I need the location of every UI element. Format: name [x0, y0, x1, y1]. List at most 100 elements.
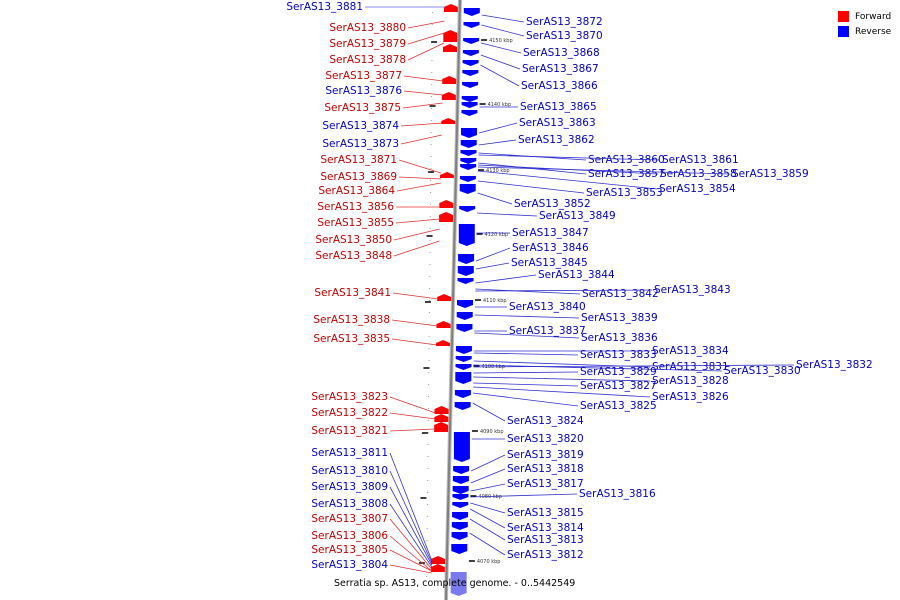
forward-gene-arrow — [434, 406, 449, 414]
guide-dot — [431, 96, 433, 97]
strand-legend: Forward Reverse — [838, 9, 891, 39]
guide-dot — [426, 504, 428, 505]
reverse-gene-label: SerAS13_3862 — [518, 134, 595, 146]
reverse-gene-label: SerAS13_3844 — [538, 269, 615, 281]
reverse-gene-label: SerAS13_3858 — [660, 168, 737, 180]
forward-gene-arrow — [442, 44, 457, 52]
reverse-gene-leader — [477, 180, 585, 194]
reverse-gene-leader — [481, 14, 525, 23]
reverse-gene-leader — [473, 376, 651, 382]
guide-dot — [427, 492, 429, 493]
reverse-gene-leader — [470, 502, 506, 514]
forward-gene-leader — [391, 319, 438, 327]
forward-gene-arrow — [441, 92, 456, 100]
reverse-gene-label: SerAS13_3826 — [652, 391, 729, 403]
reverse-gene-label: SerAS13_3857 — [588, 168, 665, 180]
forward-gene-label: SerAS13_3877 — [325, 70, 402, 82]
reverse-gene-leader — [473, 364, 723, 372]
reverse-gene-arrow — [452, 512, 469, 520]
guide-dot — [429, 204, 431, 205]
guide-dot — [431, 12, 433, 13]
reverse-gene-arrow — [460, 150, 477, 156]
guide-dot — [428, 336, 430, 337]
guide-dot — [427, 444, 429, 445]
guide-dot — [431, 72, 433, 73]
forward-gene-arrow — [430, 564, 445, 572]
forward-gene-arrow — [431, 556, 446, 564]
reverse-gene-arrow — [457, 300, 473, 308]
scale-tick-label: 4080 kbp — [478, 494, 502, 500]
forward-gene-arrow — [436, 321, 451, 328]
forward-gene-leader — [389, 549, 432, 572]
reverse-gene-leader — [470, 483, 506, 492]
reverse-gene-label: SerAS13_3816 — [579, 488, 656, 500]
guide-dot — [430, 108, 432, 109]
reverse-gene-arrow — [456, 324, 473, 332]
reverse-gene-arrow — [452, 502, 469, 508]
forward-gene-label: SerAS13_3871 — [320, 154, 397, 166]
forward-gene-label: SerAS13_3873 — [322, 138, 399, 150]
reverse-gene-leader — [478, 170, 658, 190]
reverse-gene-label: SerAS13_3837 — [509, 325, 586, 337]
reverse-gene-leader — [480, 42, 522, 54]
reverse-gene-leader — [469, 518, 506, 541]
scale-tick-label: 4110 kbp — [483, 298, 507, 304]
reverse-gene-label: SerAS13_3827 — [580, 380, 657, 392]
reverse-gene-leader — [481, 24, 525, 37]
guide-dot — [430, 180, 432, 181]
guide-dot — [426, 540, 428, 541]
forward-gene-label: SerAS13_3806 — [311, 530, 388, 542]
reverse-gene-arrow — [461, 102, 478, 108]
forward-gene-leader — [389, 486, 433, 566]
reverse-gene-label: SerAS13_3843 — [654, 284, 731, 296]
reverse-gene-label: SerAS13_3866 — [521, 80, 598, 92]
guide-dot — [431, 24, 433, 25]
forward-gene-label: SerAS13_3811 — [311, 447, 388, 459]
guide-dot — [429, 276, 431, 277]
forward-gene-label: SerAS13_3874 — [322, 120, 399, 132]
reverse-gene-label: SerAS13_3832 — [796, 359, 873, 371]
reverse-gene-label: SerAS13_3840 — [509, 301, 586, 313]
forward-gene-leader — [389, 518, 433, 570]
forward-gene-label: SerAS13_3869 — [320, 171, 397, 183]
forward-gene-label: SerAS13_3810 — [311, 465, 388, 477]
reverse-gene-arrow — [451, 532, 468, 540]
reverse-gene-arrow — [452, 486, 469, 494]
forward-gene-leader — [398, 176, 441, 180]
reverse-gene-leader — [473, 371, 579, 374]
forward-gene-label: SerAS13_3876 — [325, 85, 402, 97]
guide-dot — [426, 528, 428, 529]
forward-gene-label: SerAS13_3880 — [329, 22, 406, 34]
forward-gene-leader — [393, 228, 440, 241]
reverse-gene-label: SerAS13_3872 — [526, 16, 603, 28]
reverse-gene-leader — [470, 454, 506, 472]
reverse-gene-arrow — [453, 466, 470, 474]
reverse-gene-arrow — [458, 254, 475, 264]
reverse-gene-leader — [478, 166, 731, 175]
reverse-gene-label: SerAS13_3839 — [581, 312, 658, 324]
guide-dot — [427, 480, 429, 481]
reverse-gene-leader — [475, 289, 653, 292]
reverse-gene-label: SerAS13_3817 — [507, 478, 584, 490]
guide-dot — [429, 228, 431, 229]
forward-gene-leader — [396, 182, 441, 192]
scale-tick-label: 4090 kbp — [480, 429, 504, 435]
reverse-gene-label: SerAS13_3813 — [507, 534, 584, 546]
guide-dot — [428, 312, 430, 313]
reverse-gene-label: SerAS13_3842 — [582, 288, 659, 300]
reverse-gene-arrow — [453, 432, 470, 462]
reverse-gene-label: SerAS13_3853 — [586, 187, 663, 199]
guide-dot — [429, 252, 431, 253]
reverse-gene-label: SerAS13_3867 — [522, 63, 599, 75]
legend-reverse: Reverse — [838, 24, 891, 39]
reverse-gene-label: SerAS13_3849 — [539, 210, 616, 222]
forward-gene-leader — [389, 452, 433, 562]
forward-gene-leader — [389, 470, 433, 564]
reverse-gene-arrow — [456, 312, 473, 320]
reverse-gene-label: SerAS13_3830 — [724, 365, 801, 377]
reverse-gene-leader — [470, 493, 578, 498]
forward-gene-leader — [400, 134, 443, 145]
reverse-gene-arrow — [455, 356, 472, 362]
guide-dot — [428, 360, 430, 361]
forward-swatch-icon — [838, 11, 849, 22]
